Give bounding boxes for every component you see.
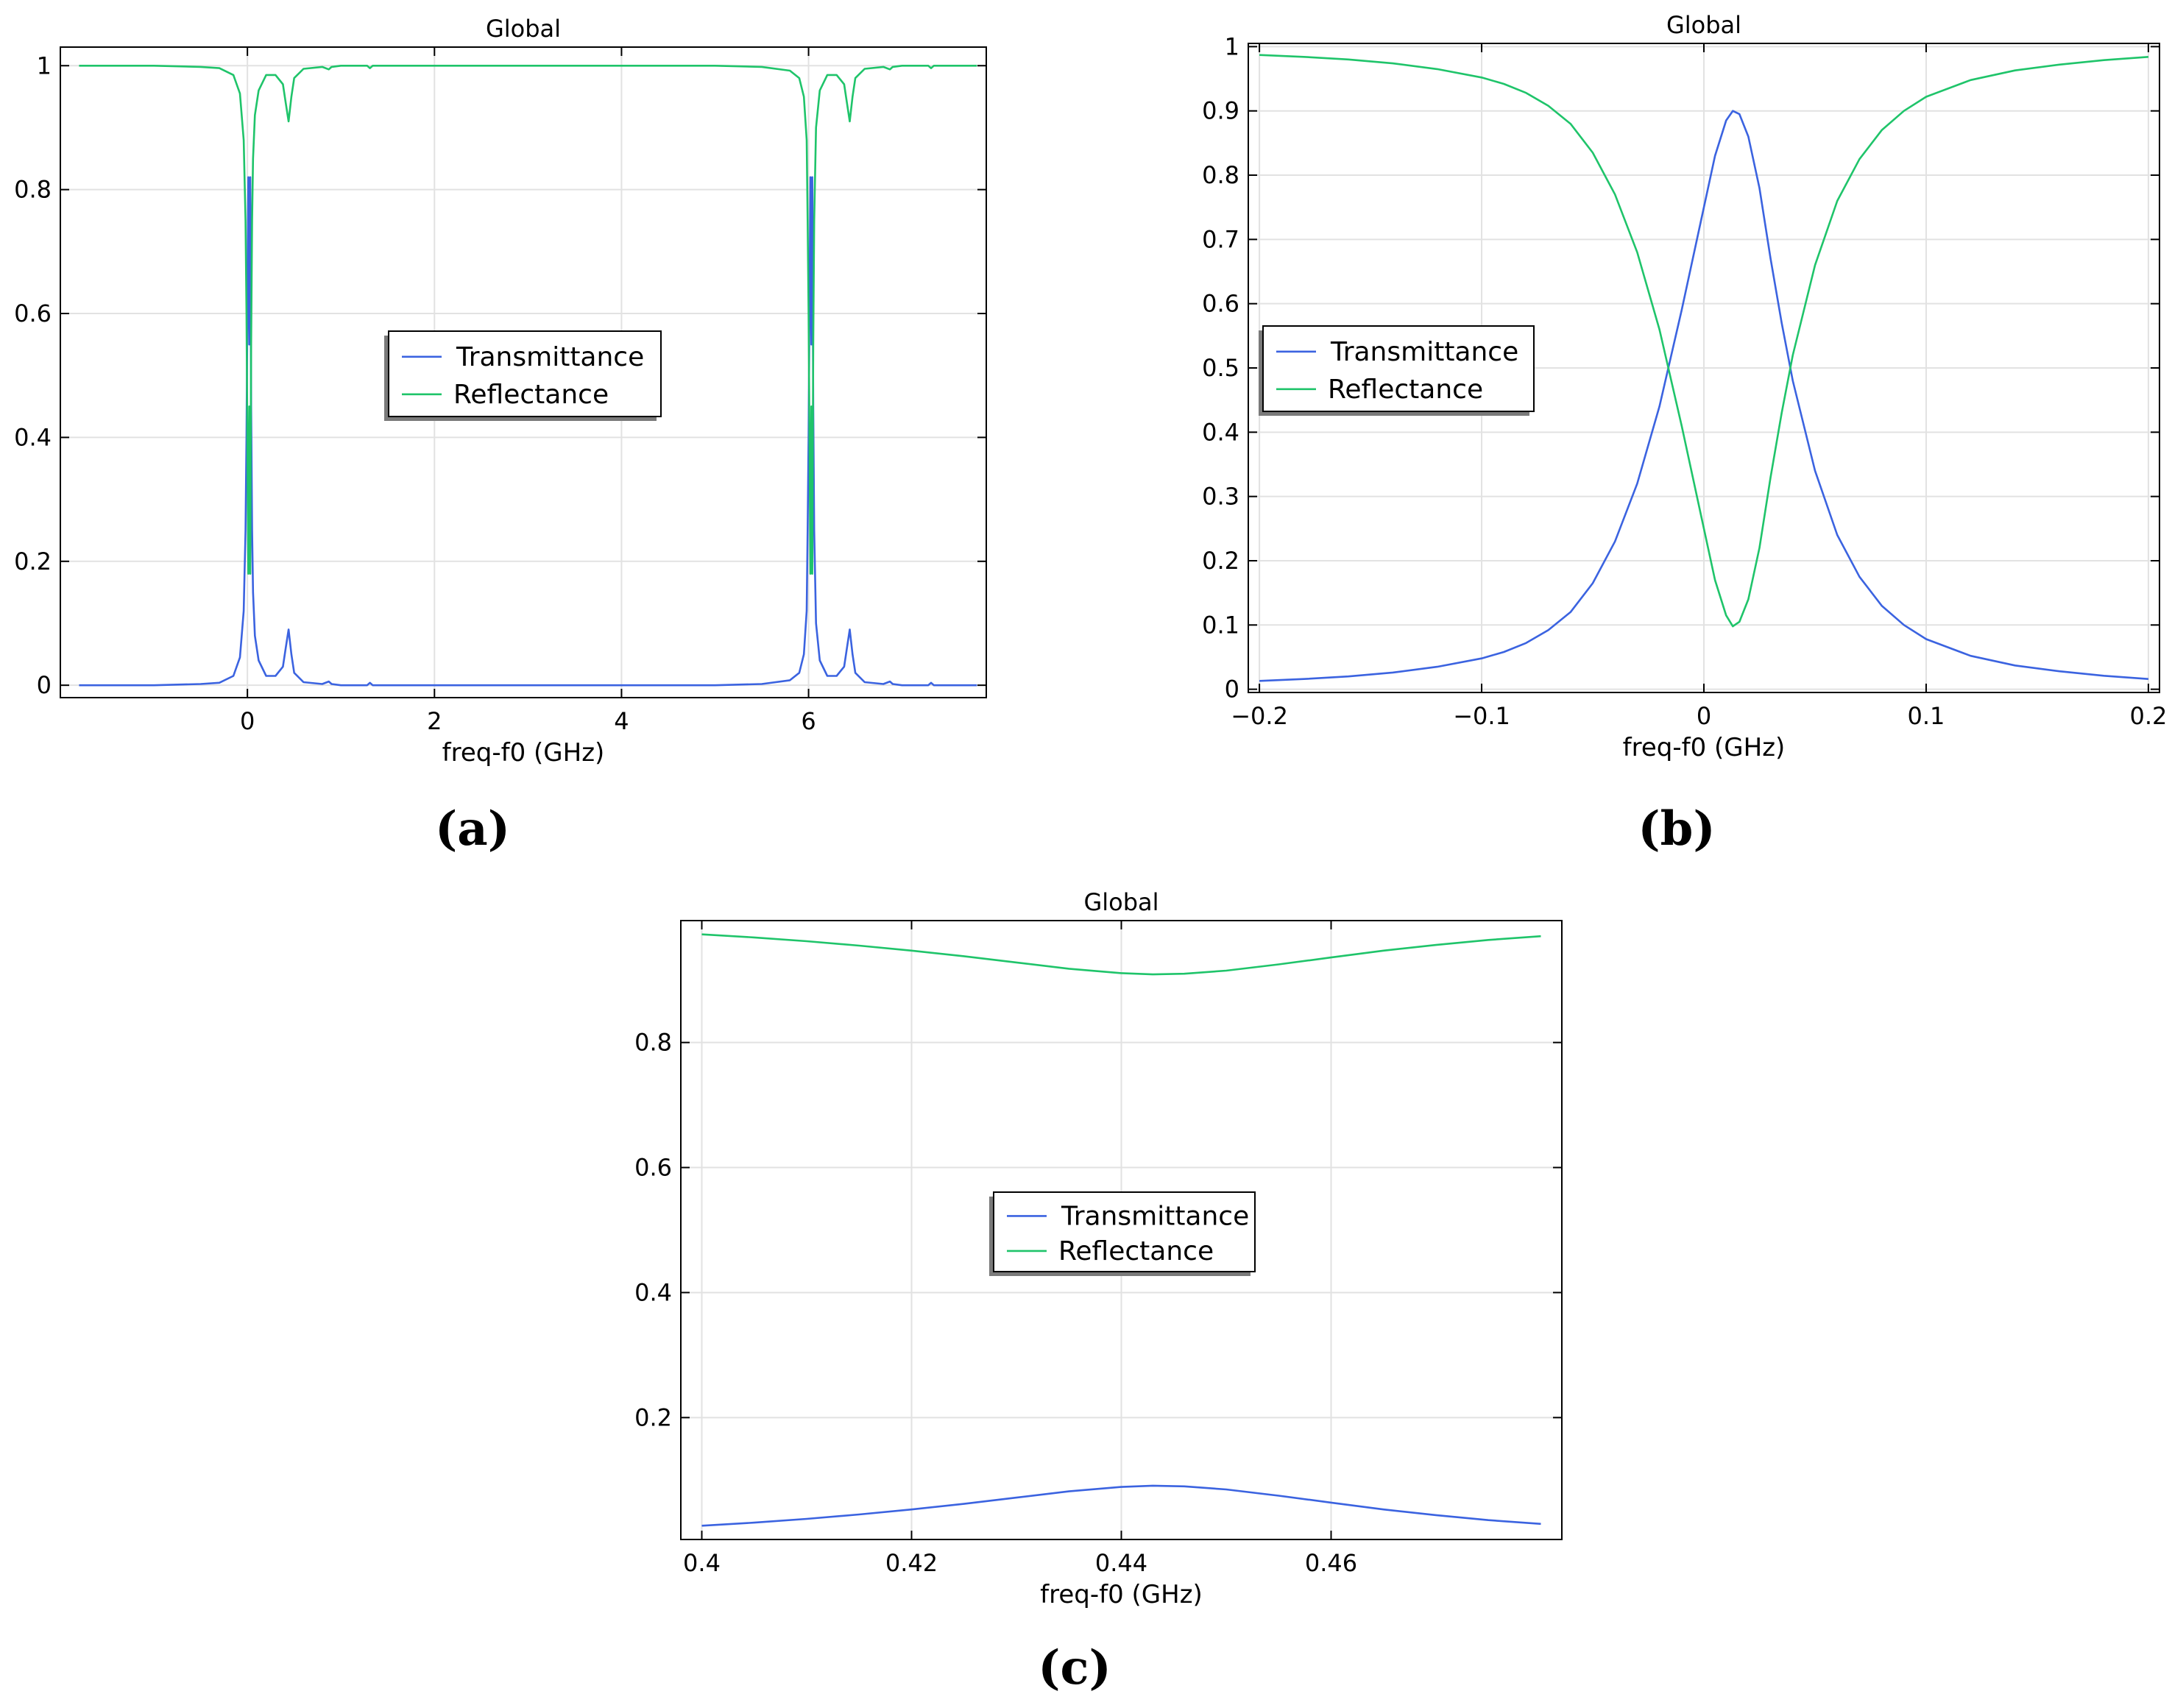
y-tick-label: 0.2 (634, 1403, 672, 1431)
y-tick-label: 0.8 (634, 1029, 672, 1057)
y-tick-label: 0.2 (14, 548, 52, 575)
legend-label-reflectance: Reflectance (453, 380, 609, 410)
x-tick-label: 0 (1697, 702, 1711, 730)
y-tick-label: 0.4 (14, 423, 52, 451)
y-tick-label: 0.8 (1202, 161, 1239, 189)
legend-label-transmittance: Transmittance (456, 342, 644, 372)
x-tick-label: 2 (427, 707, 442, 735)
y-tick-label: 0.3 (1202, 483, 1239, 511)
legend-box (1262, 325, 1535, 412)
legend-label-transmittance: Transmittance (1061, 1201, 1249, 1231)
x-tick-label: 0.2 (2129, 702, 2167, 730)
x-tick-label: −0.2 (1231, 702, 1288, 730)
y-tick-label: 1 (1225, 32, 1239, 60)
x-tick-label: −0.1 (1453, 702, 1510, 730)
x-tick-label: 0.42 (885, 1549, 938, 1577)
y-tick-label: 0.5 (1202, 354, 1239, 382)
x-tick-label: 0 (240, 707, 255, 735)
panel-label-c: (c) (1038, 1640, 1111, 1695)
y-tick-label: 0.4 (1202, 418, 1239, 446)
series-line-transmittance (701, 1484, 1541, 1527)
x-axis-label: freq-f0 (GHz) (1040, 1580, 1203, 1609)
legend: Transmittance Reflectance (384, 330, 662, 421)
legend-label-transmittance: Transmittance (1330, 337, 1518, 367)
plot-frame (60, 46, 987, 698)
chart-title: Global (1666, 11, 1741, 39)
y-tick-label: 0.1 (1202, 611, 1239, 639)
x-tick-label: 0.4 (683, 1549, 721, 1577)
y-tick-label: 1 (37, 52, 52, 79)
chart-title: Global (1083, 888, 1158, 916)
x-tick-label: 6 (801, 707, 816, 735)
chart-title: Global (486, 15, 561, 43)
y-tick-label: 0.8 (14, 176, 52, 204)
x-axis-label: freq-f0 (GHz) (442, 738, 605, 768)
y-tick-label: 0.6 (634, 1154, 672, 1182)
legend-label-reflectance: Reflectance (1328, 375, 1483, 405)
y-tick-label: 0.6 (14, 300, 52, 327)
panel-label-b: (b) (1638, 801, 1715, 857)
y-tick-label: 0.2 (1202, 547, 1239, 575)
chart-panel-b: −0.2 −0.1 0 0.1 0.2 0 0.1 0.2 0.3 0.4 0.5 0.6 0.7 0.8… (1202, 11, 2167, 762)
y-tick-label: 0 (37, 671, 52, 699)
legend: Transmittance Reflectance (989, 1191, 1256, 1276)
y-tick-label: 0.9 (1202, 97, 1239, 125)
series-line-reflectance (79, 65, 977, 575)
chart-panel-a: 0 2 4 6 0 0.2 0.4 0.6 0.8 1 Global freq-f0 (GHz) Tra… (14, 15, 987, 768)
x-axis-label: freq-f0 (GHz) (1623, 733, 1786, 762)
x-tick-label: 0.1 (1908, 702, 1945, 730)
series-line-reflectance (1259, 54, 2148, 628)
panel-label-a: (a) (435, 801, 510, 857)
y-tick-label: 0.6 (1202, 290, 1239, 318)
series-line-transmittance (1259, 110, 2148, 682)
x-tick-label: 0.46 (1305, 1549, 1357, 1577)
chart-panel-c: 0.4 0.42 0.44 0.46 0.2 0.4 0.6 0.8 Global freq-f0… (634, 888, 1563, 1609)
legend: Transmittance Reflectance (1259, 325, 1535, 416)
x-tick-label: 0.44 (1095, 1549, 1147, 1577)
y-tick-label: 0 (1225, 676, 1239, 704)
y-tick-label: 0.4 (634, 1278, 672, 1306)
series-line-transmittance (79, 176, 977, 687)
x-tick-label: 4 (614, 707, 629, 735)
y-tick-label: 0.7 (1202, 225, 1239, 253)
legend-box (993, 1191, 1256, 1272)
legend-label-reflectance: Reflectance (1058, 1236, 1214, 1266)
legend-box (388, 330, 662, 417)
series-line-reflectance (701, 933, 1541, 976)
